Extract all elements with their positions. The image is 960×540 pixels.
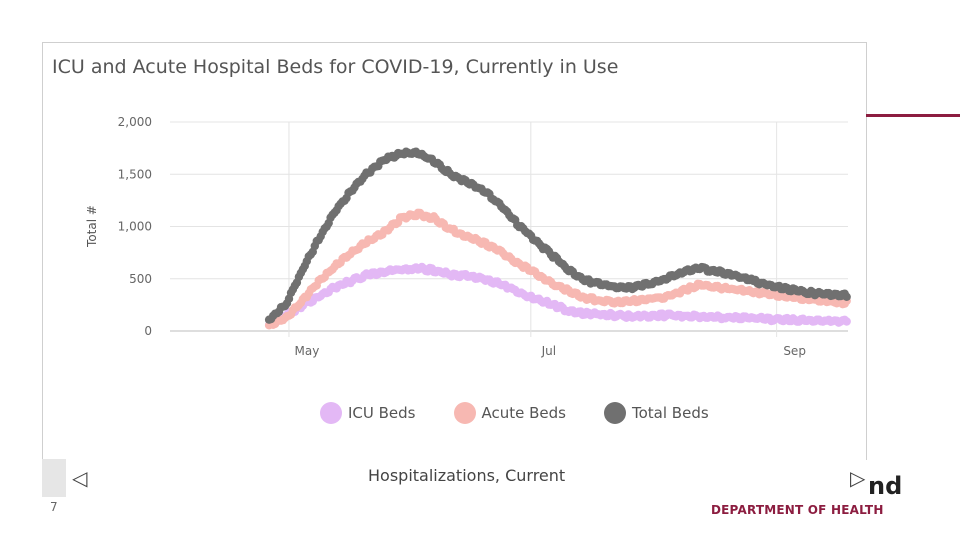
- chevron-left-icon[interactable]: ◁: [72, 466, 88, 490]
- footer-label: Hospitalizations, Current: [368, 466, 566, 485]
- chevron-right-icon[interactable]: ▷: [850, 466, 866, 490]
- data-point: [842, 317, 851, 326]
- x-tick-label: Jul: [541, 344, 556, 358]
- chart-points: [264, 147, 851, 330]
- y-tick-label: 0: [144, 324, 152, 338]
- chart-ticks: 0 500 1,000 1,500 2,000 May Jul Sep: [118, 115, 806, 358]
- chart-legend: ICU Beds Acute Beds Total Beds: [320, 402, 709, 424]
- legend-label-icu: ICU Beds: [348, 404, 416, 422]
- legend-dot-icon: [320, 402, 342, 424]
- department-label: DEPARTMENT OF HEALTH: [711, 503, 884, 517]
- series-total-beds: [264, 147, 851, 324]
- footer-bar: [66, 459, 865, 497]
- data-point: [842, 292, 851, 301]
- chart-title: ICU and Acute Hospital Beds for COVID-19…: [52, 56, 619, 78]
- legend-item-acute[interactable]: Acute Beds: [453, 402, 567, 424]
- y-tick-label: 2,000: [118, 115, 152, 129]
- legend-dot-icon: [604, 402, 626, 424]
- y-axis-label: Total #: [85, 205, 99, 248]
- page-number: 7: [50, 500, 58, 514]
- legend-item-total[interactable]: Total Beds: [604, 402, 709, 424]
- x-tick-label: May: [295, 344, 320, 358]
- series-acute-beds: [264, 208, 851, 330]
- y-tick-label: 1,500: [118, 167, 152, 181]
- y-tick-label: 1,000: [118, 220, 152, 234]
- legend-label-acute: Acute Beds: [481, 404, 567, 422]
- legend-item-icu[interactable]: ICU Beds: [320, 402, 416, 424]
- chart-panel: [42, 42, 867, 460]
- logo-fragment: nd: [868, 472, 903, 500]
- legend-label-total: Total Beds: [632, 404, 709, 422]
- footer-strip: [42, 459, 66, 497]
- legend-dot-icon: [453, 402, 476, 424]
- accent-line: [866, 114, 960, 117]
- series-icu-beds: [264, 262, 851, 330]
- x-tick-label: Sep: [783, 344, 806, 358]
- y-tick-label: 500: [129, 272, 152, 286]
- chart-grid: [170, 121, 848, 337]
